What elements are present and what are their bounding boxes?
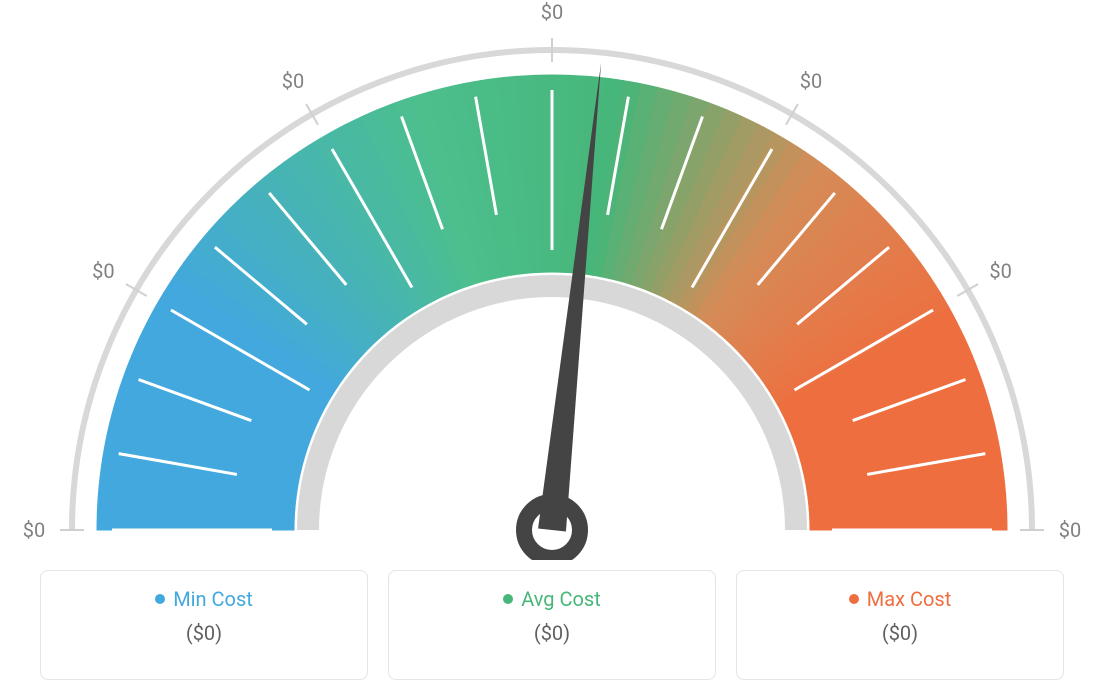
gauge-scale-label: $0 <box>541 0 563 24</box>
legend-title-min: Min Cost <box>155 587 253 611</box>
legend-title-max: Max Cost <box>849 587 952 611</box>
legend-card-max: Max Cost ($0) <box>736 570 1064 680</box>
legend-title-avg: Avg Cost <box>503 587 601 611</box>
legend-label-min: Min Cost <box>173 587 253 611</box>
legend-dot-min <box>155 594 165 604</box>
gauge-chart: $0 $0 $0 $0 $0 $0 $0 <box>0 0 1104 560</box>
legend-value-avg: ($0) <box>534 621 570 645</box>
legend-row: Min Cost ($0) Avg Cost ($0) Max Cost ($0… <box>40 570 1064 680</box>
gauge-scale-label: $0 <box>989 259 1011 283</box>
legend-value-min: ($0) <box>186 621 222 645</box>
gauge-scale-label: $0 <box>23 518 45 542</box>
gauge-scale-label: $0 <box>1059 518 1081 542</box>
gauge-scale-label: $0 <box>92 259 114 283</box>
legend-label-max: Max Cost <box>867 587 952 611</box>
gauge-scale-label: $0 <box>800 69 822 93</box>
gauge-scale-label: $0 <box>282 69 304 93</box>
gauge-svg <box>0 0 1104 560</box>
legend-card-avg: Avg Cost ($0) <box>388 570 716 680</box>
legend-label-avg: Avg Cost <box>521 587 601 611</box>
legend-dot-avg <box>503 594 513 604</box>
legend-value-max: ($0) <box>882 621 918 645</box>
legend-card-min: Min Cost ($0) <box>40 570 368 680</box>
legend-dot-max <box>849 594 859 604</box>
